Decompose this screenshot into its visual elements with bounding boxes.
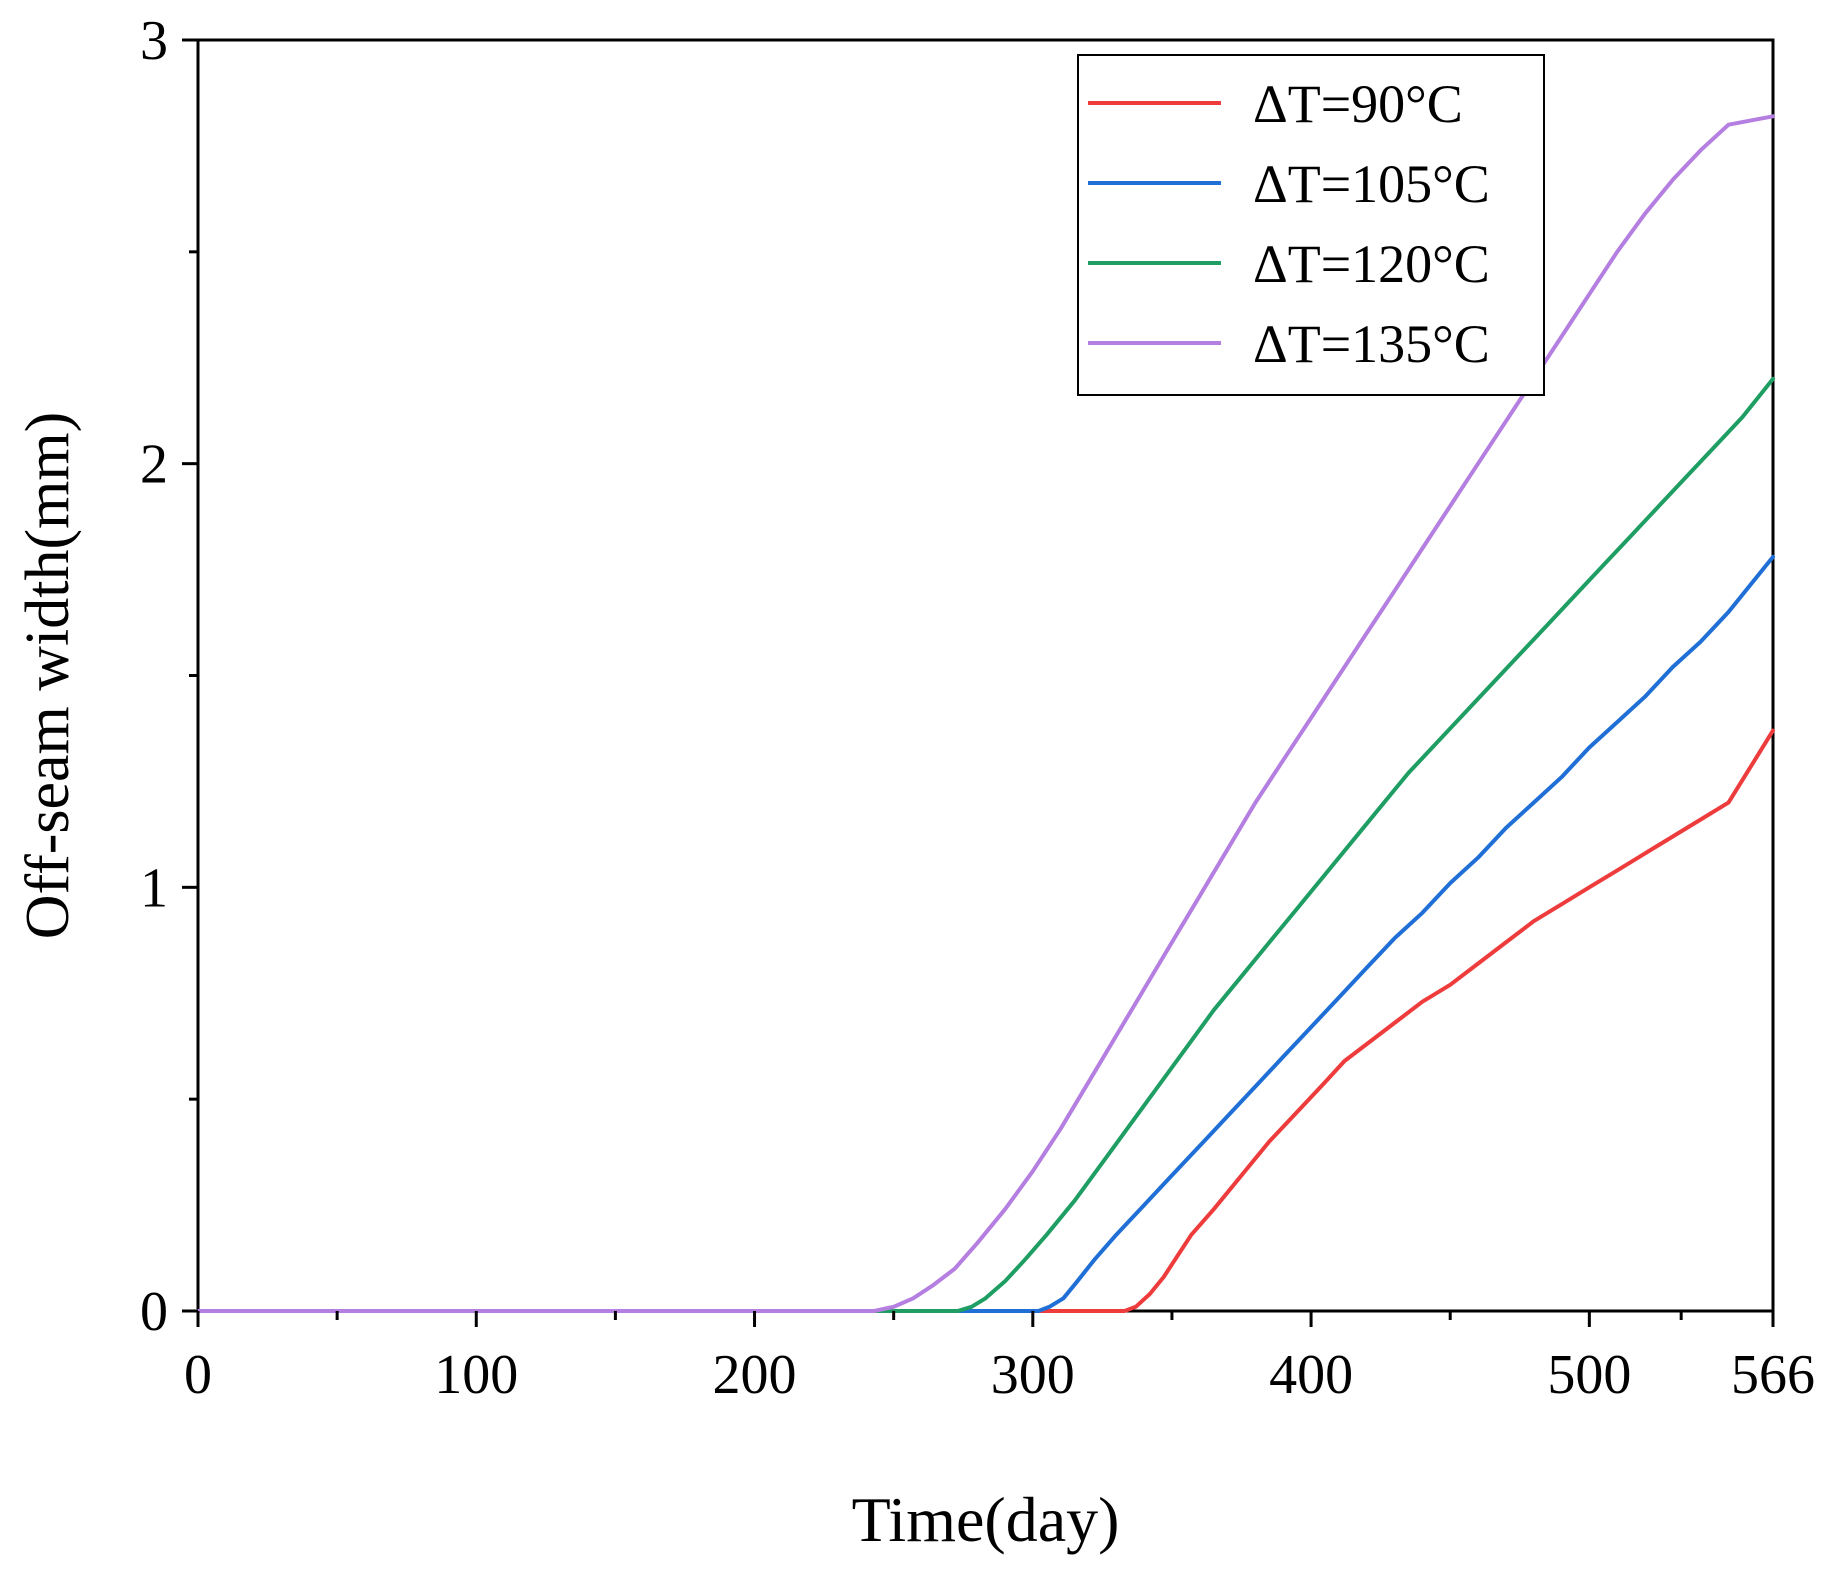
series-line-0 (196, 728, 1775, 1313)
x-tick-label: 0 (184, 1344, 212, 1406)
y-tick-label: 0 (140, 1281, 168, 1343)
y-tick-label: 3 (140, 10, 168, 72)
x-tick-label: 100 (434, 1344, 518, 1406)
series-line-3 (196, 114, 1775, 1313)
y-tick-label: 1 (140, 857, 168, 919)
y-axis: 0 1 2 3 (140, 10, 198, 1343)
legend-label-0: ΔT=90°C (1253, 74, 1463, 134)
x-tick-label: 200 (713, 1344, 797, 1406)
x-tick-label: 566 (1731, 1344, 1815, 1406)
legend-box (1077, 54, 1545, 396)
legend-label-1: ΔT=105°C (1253, 154, 1490, 214)
x-tick-label: 400 (1269, 1344, 1353, 1406)
legend-label-3: ΔT=135°C (1253, 314, 1490, 374)
x-axis-title: Time(day) (852, 1484, 1120, 1555)
series-line-1 (196, 554, 1775, 1313)
x-tick-label: 500 (1547, 1344, 1631, 1406)
legend-label-2: ΔT=120°C (1253, 234, 1490, 294)
x-tick-label: 300 (991, 1344, 1075, 1406)
plot-area (196, 38, 1775, 1313)
series-layer (196, 114, 1775, 1313)
y-axis-title: Off-seam width(mm) (14, 412, 82, 939)
y-tick-label: 2 (140, 434, 168, 496)
series-line-2 (196, 376, 1775, 1313)
legend: ΔT=90°C ΔT=105°C ΔT=120°C ΔT=135°C (1077, 54, 1545, 396)
x-axis: 0 100 200 300 400 500 566 (184, 1311, 1815, 1406)
